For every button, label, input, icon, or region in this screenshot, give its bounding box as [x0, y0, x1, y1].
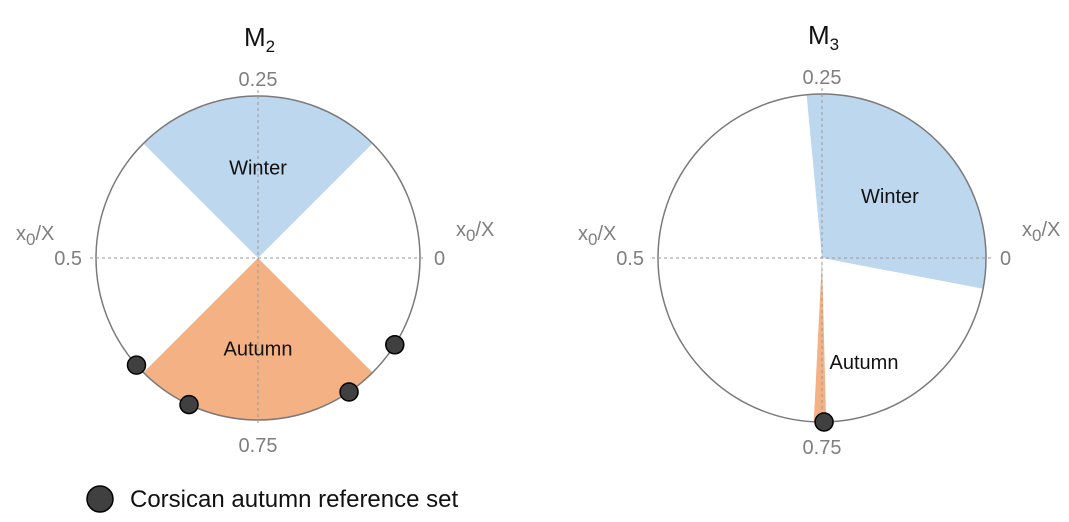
reference-point: [814, 412, 834, 432]
reference-point: [339, 382, 359, 402]
chart-title: M3: [808, 20, 839, 54]
axis-label-left: x0/X: [16, 223, 54, 249]
tick-label: 0.5: [616, 248, 644, 270]
sector-label-autumn: Autumn: [830, 352, 899, 374]
tick-label: 0.75: [803, 437, 842, 459]
tick-label: 0.25: [239, 69, 278, 91]
chart-m3: Winter Autumn 0 0.25 0.5 0.75 M3 x0/X x0/X: [578, 20, 1060, 459]
sector-winter: [806, 94, 986, 289]
tick-label: 0.75: [239, 435, 278, 457]
sector-label-autumn: Autumn: [224, 339, 293, 361]
chart-m2: Winter Autumn 0 0.25 0.5 0.75 M2 x0/X x0/X: [16, 22, 494, 457]
reference-point: [126, 355, 147, 375]
sector-autumn: [813, 258, 827, 422]
axis-label-right: x0/X: [456, 219, 494, 245]
tick-label: 0: [1000, 248, 1011, 270]
legend-label: Corsican autumn reference set: [130, 486, 458, 513]
tick-label: 0: [434, 248, 445, 270]
reference-point: [385, 335, 405, 355]
reference-point: [179, 394, 199, 415]
axis-label-left: x0/X: [578, 223, 616, 249]
legend-marker: [86, 485, 114, 513]
axis-label-right: x0/X: [1022, 219, 1060, 245]
tick-label: 0.5: [54, 248, 82, 270]
sector-label-winter: Winter: [229, 157, 287, 179]
legend: Corsican autumn reference set: [86, 485, 458, 513]
chart-title: M2: [244, 22, 275, 56]
sector-label-winter: Winter: [861, 186, 919, 208]
tick-label: 0.25: [803, 67, 842, 89]
